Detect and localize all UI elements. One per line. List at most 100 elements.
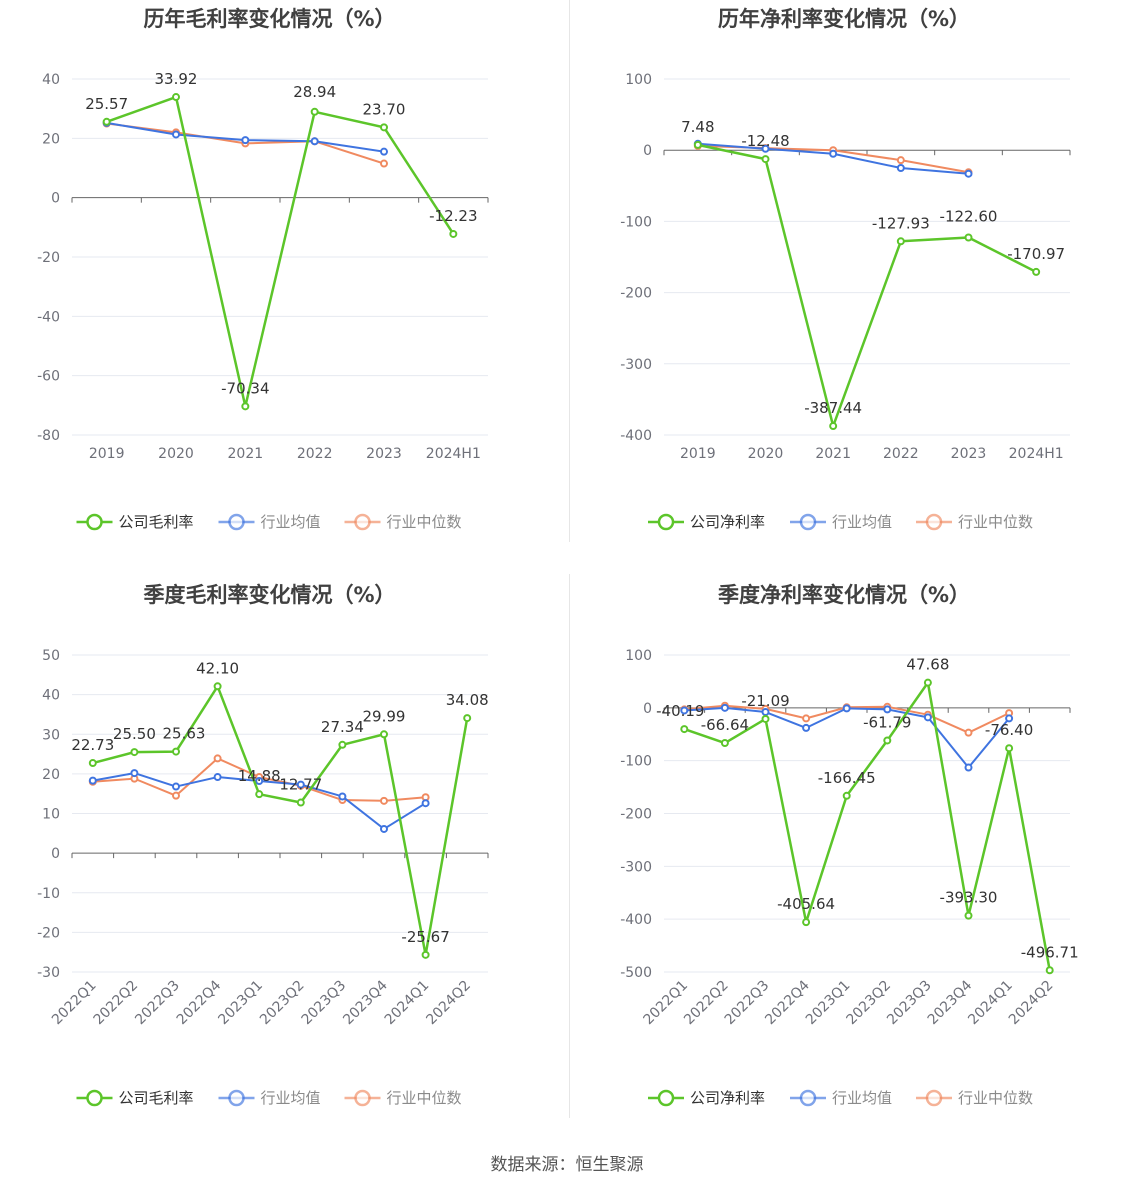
legend-item-industry-median[interactable]: 行业中位数 [916, 513, 1033, 531]
data-point-industry-median[interactable] [896, 156, 905, 165]
data-point-industry-avg[interactable] [421, 799, 430, 808]
data-point-industry-avg[interactable] [883, 705, 892, 714]
data-point-company[interactable] [380, 730, 388, 739]
data-point-company[interactable] [296, 798, 305, 807]
data-point-industry-avg[interactable] [380, 824, 388, 833]
data-point-industry-avg[interactable] [1005, 714, 1014, 723]
data-point-industry-avg[interactable] [802, 723, 811, 732]
legend-item-industry-avg[interactable]: 行业均值 [218, 1089, 321, 1107]
series-line-company [697, 143, 1037, 428]
data-point-industry-avg[interactable] [338, 792, 347, 801]
data-point-industry-avg[interactable] [172, 130, 180, 139]
data-point-company[interactable] [241, 402, 250, 411]
data-point-industry-avg[interactable] [88, 776, 97, 785]
legend-item-industry-median[interactable]: 行业中位数 [344, 1089, 462, 1107]
x-tick-label: 2021 [228, 446, 264, 462]
data-label: -496.71 [1021, 943, 1079, 961]
data-point-company[interactable] [380, 123, 388, 132]
data-point-company[interactable] [761, 155, 770, 164]
data-point-company[interactable] [421, 950, 430, 959]
data-point-industry-avg[interactable] [964, 169, 973, 178]
data-point-industry-avg[interactable] [255, 777, 264, 786]
y-tick-label: -200 [620, 286, 652, 302]
data-point-company[interactable] [1032, 267, 1041, 276]
data-point-industry-median[interactable] [964, 728, 973, 737]
data-point-company[interactable] [449, 229, 458, 238]
data-point-industry-median[interactable] [802, 714, 811, 723]
legend-item-industry-avg[interactable]: 行业均值 [790, 513, 892, 531]
legend-item-company[interactable]: 公司毛利率 [76, 513, 194, 531]
data-point-company[interactable] [1005, 744, 1014, 753]
data-point-company[interactable] [1045, 966, 1054, 975]
data-point-company[interactable] [761, 714, 770, 723]
legend-item-industry-avg[interactable]: 行业均值 [218, 513, 321, 531]
data-point-company[interactable] [964, 911, 973, 920]
y-tick-label: 0 [643, 143, 652, 159]
x-tick-label: 2022Q4 [174, 977, 225, 1028]
data-point-company[interactable] [172, 93, 180, 102]
legend-item-company[interactable]: 公司毛利率 [76, 1089, 194, 1107]
data-point-industry-avg[interactable] [310, 137, 319, 146]
data-label: 47.68 [906, 656, 949, 674]
data-point-company[interactable] [172, 747, 180, 756]
y-tick-label: 0 [51, 846, 60, 862]
data-point-company[interactable] [255, 790, 264, 799]
data-point-industry-median[interactable] [380, 159, 388, 168]
y-tick-label: -20 [37, 925, 60, 941]
data-point-company[interactable] [720, 739, 729, 748]
data-point-industry-avg[interactable] [213, 773, 222, 782]
data-point-company[interactable] [964, 233, 973, 242]
data-label: 42.10 [196, 659, 239, 677]
data-point-company[interactable] [310, 107, 319, 116]
data-source: 数据来源：恒生聚源 [490, 1155, 644, 1175]
data-label: -12.48 [741, 132, 789, 150]
data-point-industry-avg[interactable] [172, 782, 180, 791]
data-label: 25.57 [85, 95, 128, 113]
data-point-industry-avg[interactable] [964, 763, 973, 772]
data-point-company[interactable] [829, 422, 838, 431]
legend-item-industry-avg[interactable]: 行业均值 [790, 1089, 892, 1107]
y-tick-label: -100 [620, 754, 652, 770]
legend-marker-icon [86, 513, 103, 531]
legend-item-company[interactable]: 公司净利率 [648, 513, 765, 531]
data-point-industry-avg[interactable] [680, 706, 689, 715]
data-point-industry-avg[interactable] [720, 703, 729, 712]
data-point-industry-median[interactable] [380, 796, 388, 805]
x-tick-label: 2023 [951, 446, 987, 462]
y-tick-label: -20 [37, 250, 60, 266]
legend-item-company[interactable]: 公司净利率 [648, 1089, 765, 1107]
legend-item-industry-median[interactable]: 行业中位数 [344, 513, 462, 531]
data-point-company[interactable] [802, 918, 811, 927]
data-point-industry-avg[interactable] [829, 149, 838, 158]
data-point-company[interactable] [896, 237, 905, 246]
data-point-company[interactable] [883, 736, 892, 745]
data-point-company[interactable] [102, 117, 111, 126]
data-point-company[interactable] [680, 725, 689, 734]
data-point-company[interactable] [923, 678, 932, 687]
chart-annual-gross-margin: 历年毛利率变化情况（%） 40 20 0 -20 -40 -60 -80 2019 2020 202… [0, 0, 569, 560]
y-tick-label: -80 [37, 428, 60, 444]
data-point-industry-avg[interactable] [923, 713, 932, 722]
data-point-industry-avg[interactable] [842, 704, 851, 713]
data-point-industry-avg[interactable] [380, 147, 388, 156]
x-tick-label: 2023Q2 [257, 978, 308, 1029]
data-point-company[interactable] [130, 748, 139, 757]
data-point-industry-avg[interactable] [896, 164, 905, 172]
series-line-company [683, 681, 1051, 971]
legend-label: 行业均值 [261, 1089, 321, 1107]
y-tick-label: -200 [620, 807, 652, 823]
data-point-company[interactable] [693, 140, 702, 149]
data-point-company[interactable] [338, 740, 347, 749]
data-point-industry-avg[interactable] [241, 136, 250, 145]
data-point-company[interactable] [88, 759, 97, 768]
data-point-company[interactable] [842, 791, 851, 800]
data-point-industry-median[interactable] [213, 754, 222, 763]
legend-label: 行业均值 [261, 513, 321, 531]
legend-item-industry-median[interactable]: 行业中位数 [916, 1089, 1033, 1107]
data-point-industry-median[interactable] [172, 791, 180, 800]
data-point-industry-avg[interactable] [761, 144, 770, 153]
data-point-company[interactable] [213, 682, 222, 691]
data-point-company[interactable] [463, 714, 472, 723]
data-point-industry-avg[interactable] [130, 769, 139, 778]
data-point-industry-avg[interactable] [296, 780, 305, 789]
